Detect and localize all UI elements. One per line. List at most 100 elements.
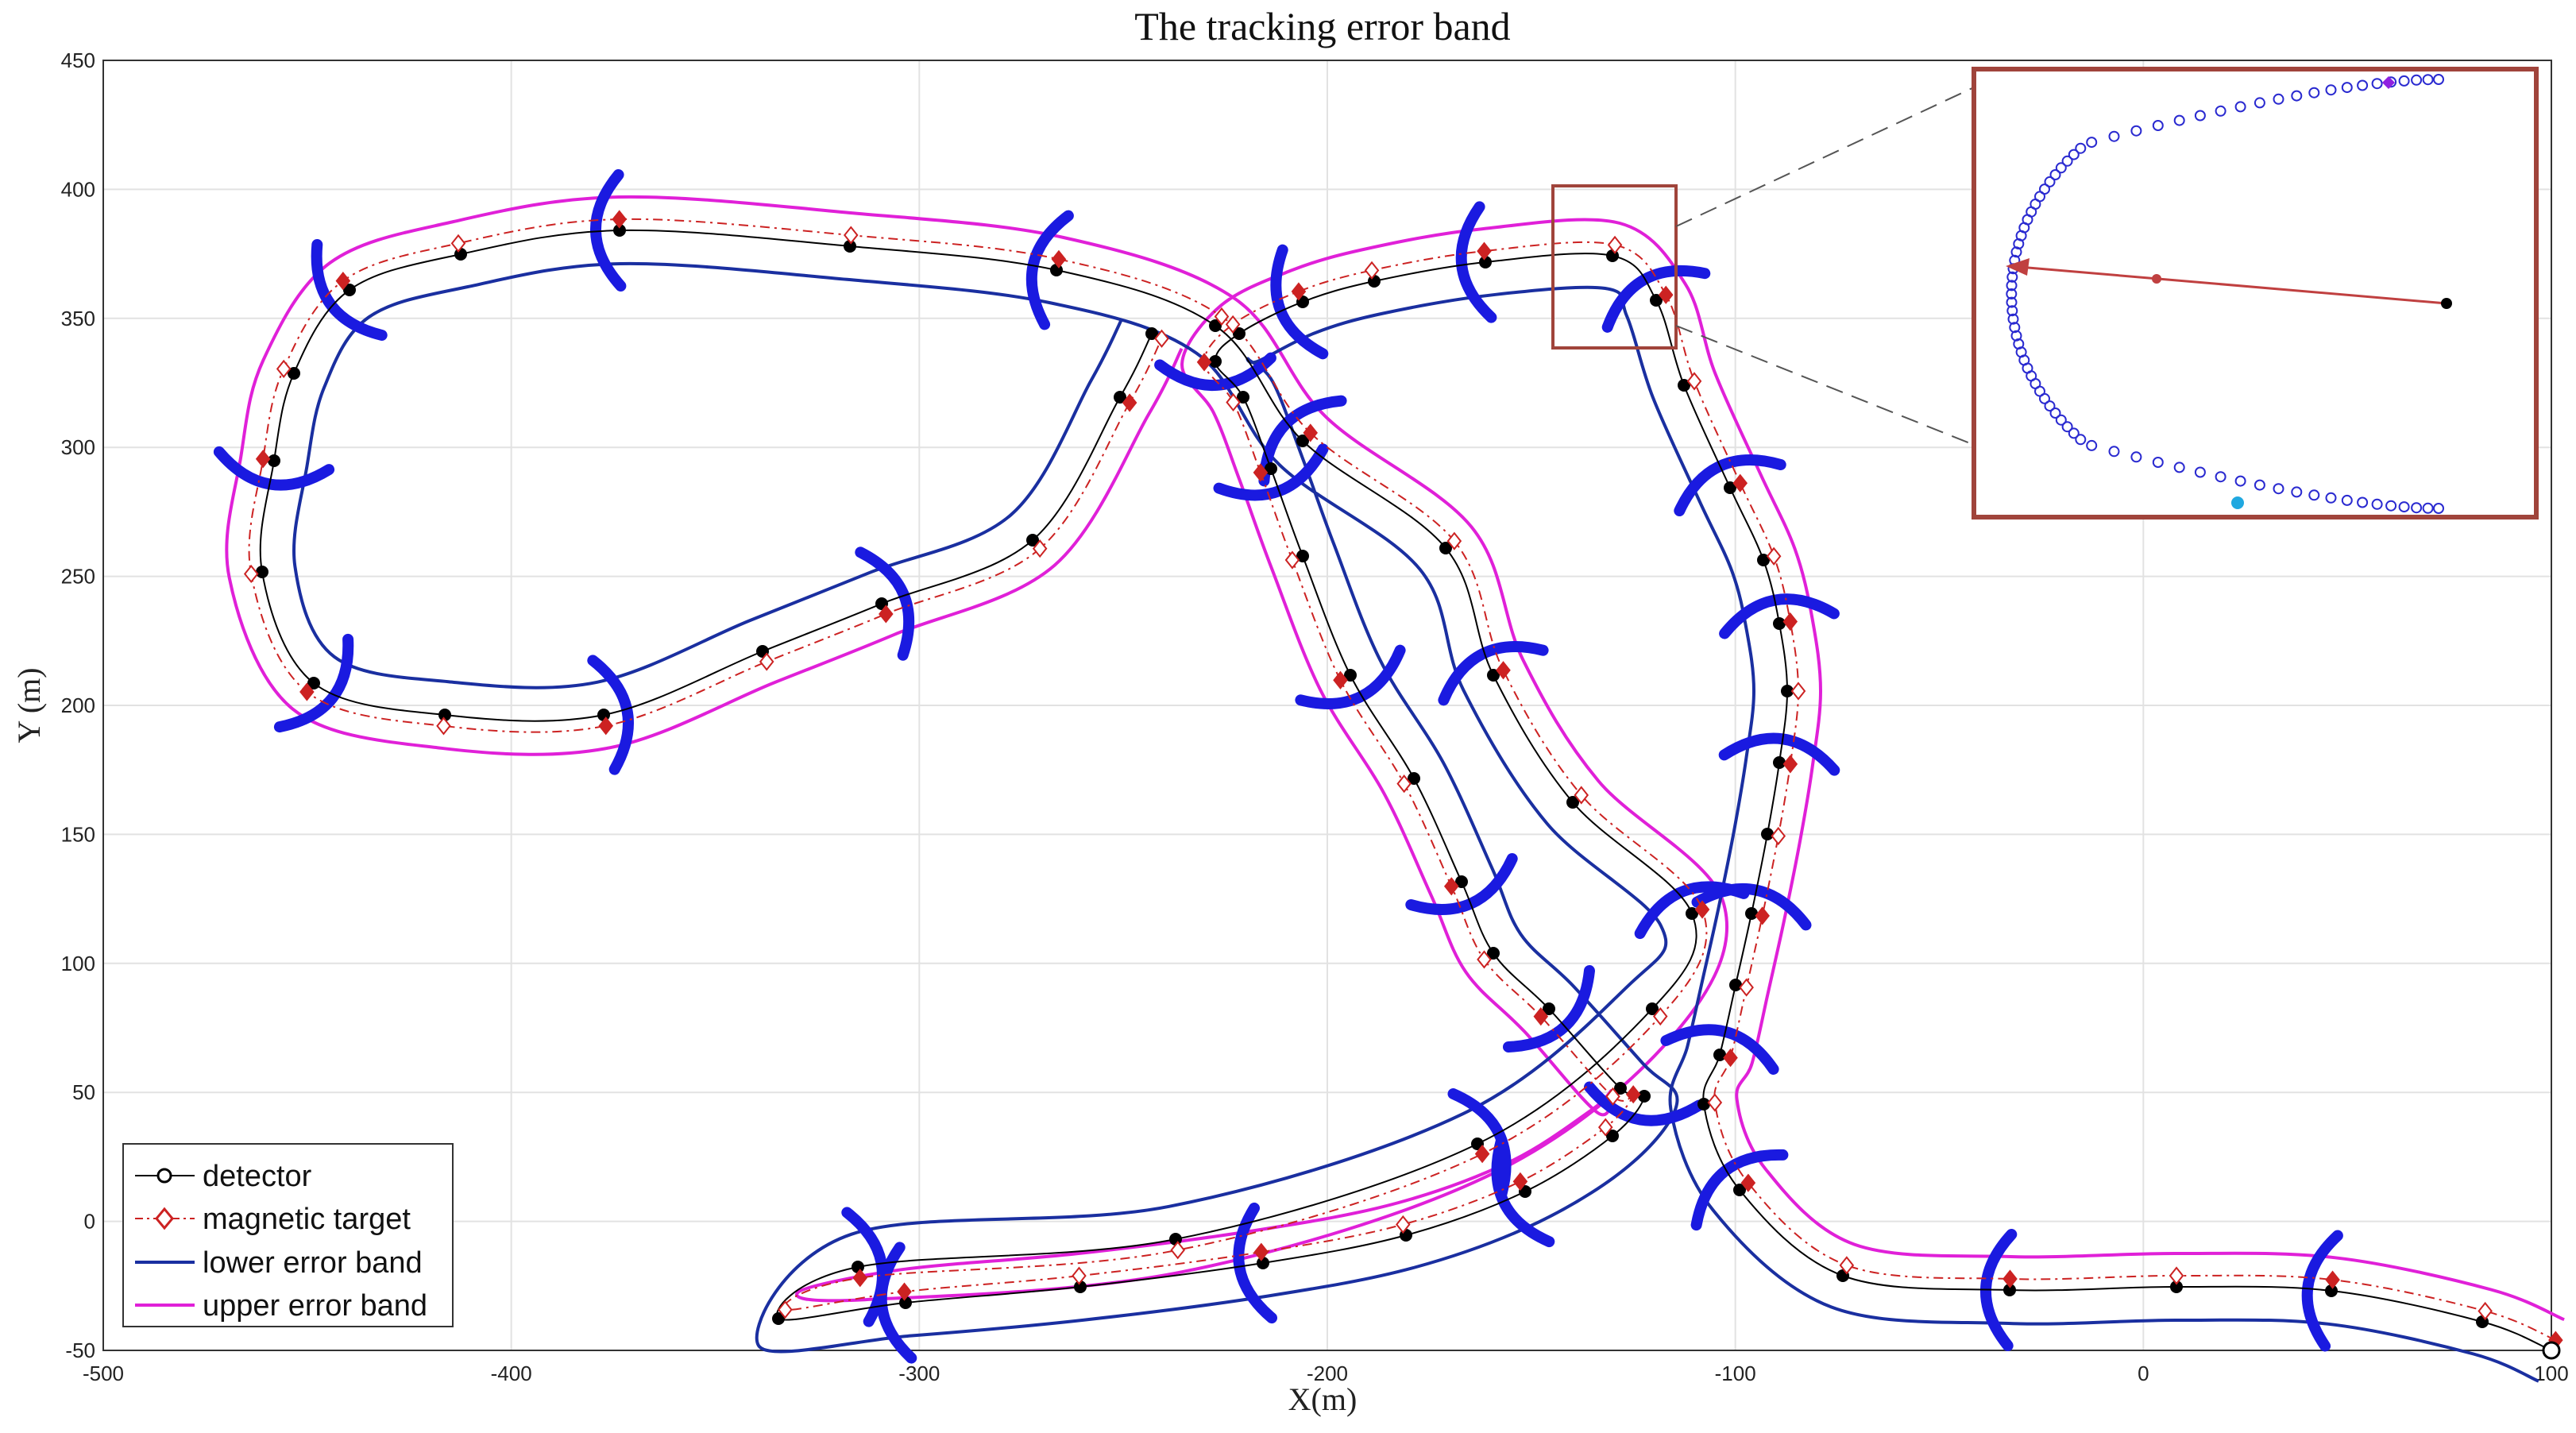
magnetic-target-point (2325, 1270, 2340, 1289)
inset-arc-point (2130, 125, 2142, 137)
inset-arc-point (2086, 137, 2098, 149)
magnetic-target-point (1051, 249, 1067, 268)
error-arc (587, 655, 634, 775)
inset-arc-point (2006, 280, 2018, 292)
inset-arc-point (2044, 176, 2056, 187)
detector-end-point (2542, 1341, 2561, 1360)
magnetic-target-point (1658, 285, 1674, 304)
inset-arc-point (2291, 486, 2303, 498)
legend-label-detector: detector (203, 1160, 312, 1193)
error-arc (1584, 1081, 1705, 1126)
magnetic-target-point (778, 1300, 793, 1319)
series-layer (243, 210, 2563, 1360)
y-tick-label: 0 (84, 1210, 95, 1234)
magnetic-target-point (1477, 950, 1492, 969)
inset-arc-point (2411, 502, 2423, 514)
inset-arrow-head (2006, 258, 2030, 276)
detector-point (1408, 772, 1420, 785)
upper-error-band (225, 195, 2565, 1322)
detector-point (1781, 685, 1794, 697)
legend-item-upper-error-band: upper error band (135, 1289, 427, 1323)
inset-arc-point (2049, 407, 2061, 419)
magnetic-target-point (1396, 774, 1412, 794)
magnetic-target-point (2478, 1301, 2493, 1321)
inset-detector-point (2441, 298, 2452, 309)
magnetic-target-point (843, 226, 859, 245)
inset-arc-point (2006, 288, 2018, 299)
detector-point (1724, 481, 1736, 494)
magnetic-target-point (1723, 1049, 1738, 1068)
inset-arc-point (2108, 446, 2120, 458)
detector-point (1697, 1098, 1710, 1110)
detector-point (256, 566, 268, 578)
x-tick-label: -100 (1715, 1362, 1756, 1385)
error-arc (1405, 853, 1518, 915)
tick-labels: -500 -400 -300 -200 -100 0 100-500501001502002… (61, 48, 2569, 1385)
inset-arc-point (2371, 498, 2383, 510)
error-arc (1634, 881, 1750, 940)
magnetic-target-point (1607, 235, 1623, 254)
y-tick-label: -50 (65, 1338, 95, 1362)
inset-arc-point (2291, 90, 2303, 102)
inset-end-marker (2231, 496, 2244, 509)
magnetic-target-point (1333, 670, 1348, 689)
detector-point (1487, 947, 1500, 960)
detector-point (1344, 669, 1357, 682)
detector-point (613, 224, 626, 237)
y-tick-label: 400 (61, 177, 95, 201)
magnetic-target-point (335, 272, 351, 291)
detector-point (2003, 1284, 2016, 1296)
zoom-connector-top (1675, 87, 1975, 227)
y-tick-label: 200 (61, 693, 95, 717)
inset-arc-point (2254, 479, 2265, 491)
magnetic-target-point (1226, 392, 1241, 412)
inset-arc-point (2152, 457, 2164, 468)
chart-title: The tracking error band (1134, 4, 1510, 48)
detector-point (438, 709, 451, 721)
magnetic-target-point (1694, 900, 1710, 919)
error-arc (273, 633, 354, 733)
x-tick-label: -200 (1307, 1362, 1348, 1385)
magnetic-target-point (1625, 1085, 1641, 1104)
magnetic-target-point (1122, 393, 1137, 412)
inset-arc-point (2385, 500, 2397, 512)
detector-point (268, 454, 280, 467)
detector-line (259, 229, 2552, 1351)
magnetic-target-point (1782, 612, 1798, 632)
magnetic-target-point (1766, 547, 1782, 566)
inset-arc-point (2044, 400, 2056, 412)
magnetic-target-point (299, 682, 315, 701)
detector-point (288, 367, 300, 380)
detector-point (1479, 256, 1492, 268)
inset-arc-point (2039, 392, 2050, 404)
magnetic-target-point (1755, 906, 1770, 925)
magnetic-target-point (1652, 1006, 1668, 1026)
magnetic-target-point (1474, 1144, 1490, 1164)
magnetic-target-point (1782, 755, 1798, 774)
magnetic-target-point (1303, 423, 1319, 442)
detector-point (1614, 1082, 1627, 1095)
magnetic-target-point (1686, 372, 1702, 391)
magnetic-target-point (598, 716, 614, 736)
magnetic-target-point (2169, 1266, 2184, 1285)
zoom-box (1551, 184, 1678, 350)
magnetic-target-point (1740, 1173, 1756, 1192)
detector-point (1257, 1257, 1269, 1269)
error-bands (225, 195, 2565, 1383)
inset-arc-point (2194, 110, 2206, 122)
detector-point (1074, 1280, 1087, 1293)
detector-point (1729, 979, 1742, 991)
magnetic-target-point (450, 234, 466, 253)
inset-arc-point (2325, 84, 2337, 96)
inset-arc-point (2357, 79, 2369, 91)
detector-point (1678, 379, 1690, 392)
inset-arc-point (2010, 246, 2022, 258)
magnetic-target-point (1790, 682, 1806, 701)
magnetic-target-point (852, 1269, 868, 1288)
y-axis-label: Y (m) (11, 667, 47, 743)
detector-point (1487, 669, 1500, 682)
inset-arc-point (2234, 475, 2246, 487)
y-tick-label: 450 (61, 48, 95, 72)
magnetic-target-point (1533, 1006, 1549, 1026)
magnetic-target-point (1364, 261, 1380, 280)
